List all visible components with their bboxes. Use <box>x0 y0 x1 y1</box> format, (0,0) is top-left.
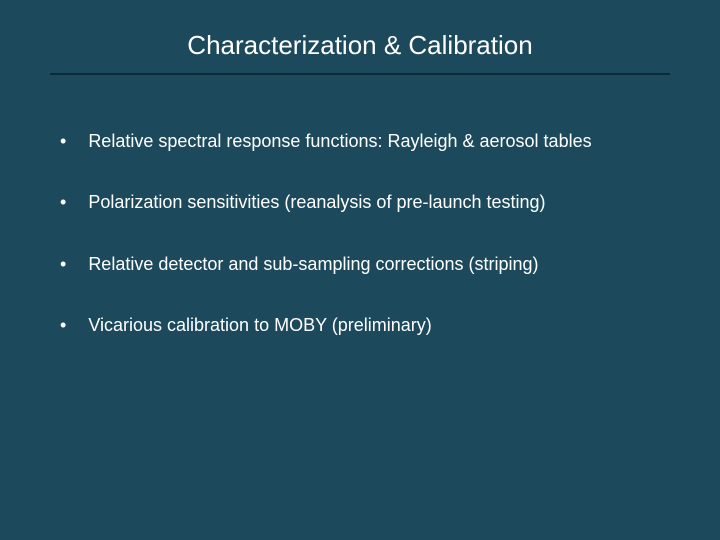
slide-title: Characterization & Calibration <box>50 30 670 61</box>
bullet-icon: • <box>60 191 66 214</box>
list-item: • Vicarious calibration to MOBY (prelimi… <box>60 314 670 337</box>
bullet-icon: • <box>60 253 66 276</box>
list-item: • Relative detector and sub-sampling cor… <box>60 253 670 276</box>
bullet-icon: • <box>60 314 66 337</box>
list-item: • Relative spectral response functions: … <box>60 130 670 153</box>
bullet-text: Polarization sensitivities (reanalysis o… <box>88 191 545 214</box>
slide-container: Characterization & Calibration • Relativ… <box>0 0 720 540</box>
title-divider <box>50 73 670 75</box>
list-item: • Polarization sensitivities (reanalysis… <box>60 191 670 214</box>
bullet-text: Relative spectral response functions: Ra… <box>88 130 591 153</box>
bullet-text: Vicarious calibration to MOBY (prelimina… <box>88 314 431 337</box>
bullet-icon: • <box>60 130 66 153</box>
bullet-text: Relative detector and sub-sampling corre… <box>88 253 538 276</box>
bullet-list: • Relative spectral response functions: … <box>50 130 670 338</box>
